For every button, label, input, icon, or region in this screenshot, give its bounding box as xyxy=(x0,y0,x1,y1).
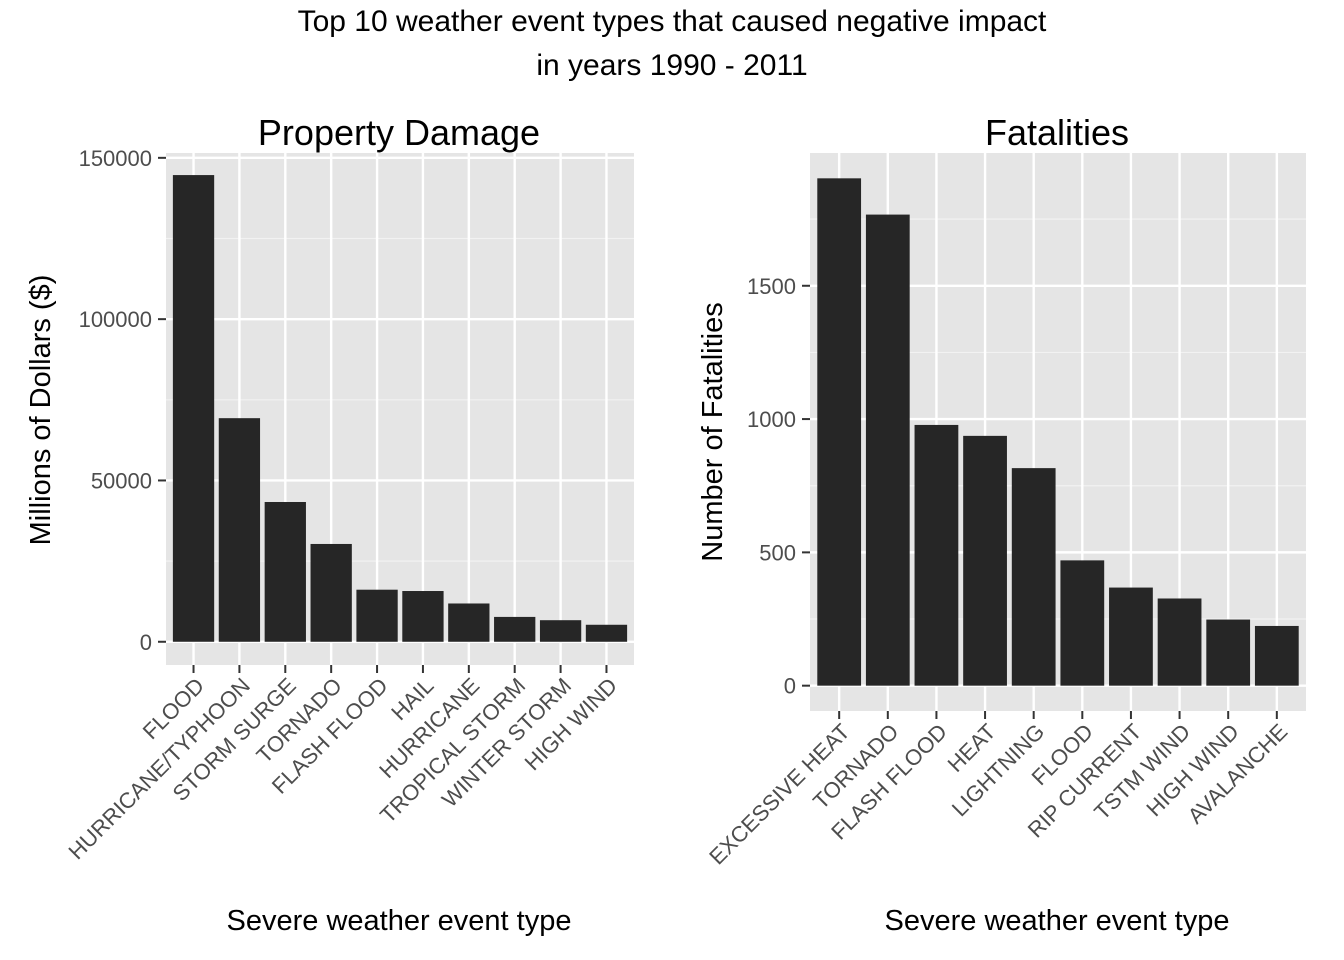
property-damage-y-tick-label: 150000 xyxy=(79,146,152,171)
fatalities-bar-tstm-wind xyxy=(1157,598,1202,686)
fatalities-y-tick-label: 500 xyxy=(759,540,796,565)
property-damage-bar-flood xyxy=(172,175,215,642)
property-damage-bar-hurricane xyxy=(448,603,490,642)
property-damage-bar-hurricane-typhoon xyxy=(218,418,261,642)
figure-title: Top 10 weather event types that caused n… xyxy=(0,0,1344,88)
property-damage-bar-tornado xyxy=(310,543,352,642)
property-damage-y-tick-label: 100000 xyxy=(79,307,152,332)
fatalities-x-axis-title: Severe weather event type xyxy=(885,905,1230,937)
property-damage-y-tick-label: 0 xyxy=(140,630,152,655)
property-damage-bar-high-wind xyxy=(585,624,628,642)
fatalities-y-axis-title: Number of Fatalities xyxy=(697,302,729,562)
property-damage-panel: 050000100000150000FLOODHURRICANE/TYPHOON… xyxy=(25,112,634,937)
fatalities-bar-excessive-heat xyxy=(817,178,862,686)
fatalities-y-tick-label: 0 xyxy=(784,674,796,699)
property-damage-bar-storm-surge xyxy=(264,501,306,642)
fatalities-panel-title: Fatalities xyxy=(985,112,1129,153)
property-damage-bar-flash-flood xyxy=(356,589,398,642)
fatalities-bar-flash-flood xyxy=(914,424,959,686)
property-damage-panel-title: Property Damage xyxy=(258,112,540,153)
fatalities-bar-heat xyxy=(963,435,1007,686)
fatalities-bar-flood xyxy=(1060,560,1105,686)
property-damage-bar-hail xyxy=(402,591,444,642)
property-damage-bar-winter-storm xyxy=(539,620,582,642)
fatalities-y-tick-label: 1000 xyxy=(747,407,796,432)
fatalities-bar-rip-current xyxy=(1109,587,1153,686)
property-damage-y-tick-label: 50000 xyxy=(91,468,152,493)
property-damage-y-axis-title: Millions of Dollars ($) xyxy=(25,275,57,546)
figure-title-line-2: in years 1990 - 2011 xyxy=(536,49,808,82)
figure-title-line-1: Top 10 weather event types that caused n… xyxy=(297,5,1047,38)
fatalities-bar-tornado xyxy=(865,214,910,686)
fatalities-bar-lightning xyxy=(1011,468,1056,686)
fatalities-bar-avalanche xyxy=(1254,625,1299,686)
property-damage-bar-tropical-storm xyxy=(494,616,536,642)
property-damage-x-axis-title: Severe weather event type xyxy=(227,905,572,937)
property-damage-x-category-label: HURRICANE/TYPHOON xyxy=(64,673,255,864)
fatalities-bar-high-wind xyxy=(1206,619,1251,686)
fatalities-y-tick-label: 1500 xyxy=(747,274,796,299)
